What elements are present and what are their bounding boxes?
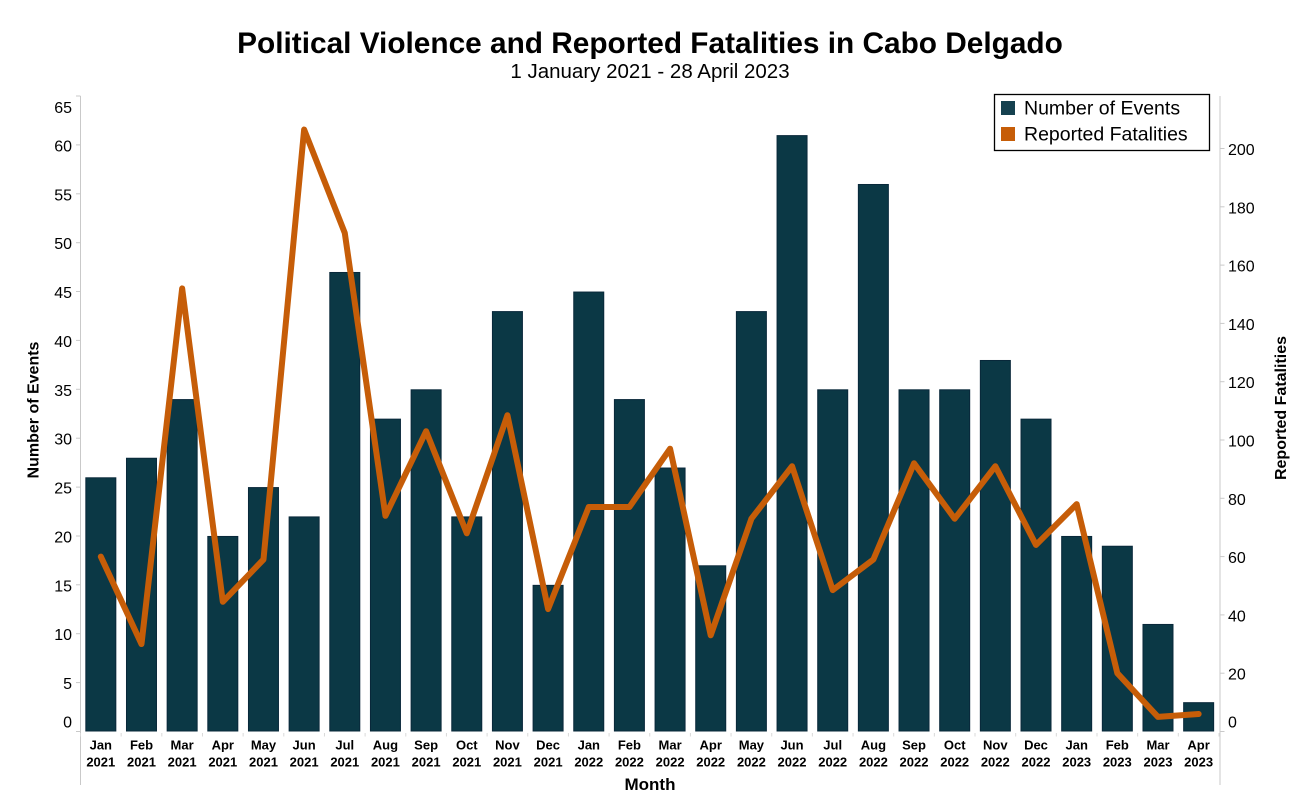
svg-text:2022: 2022 — [737, 755, 766, 770]
svg-text:Jun: Jun — [293, 738, 316, 753]
svg-text:Reported Fatalities: Reported Fatalities — [1273, 336, 1290, 480]
svg-text:Political Violence and Reporte: Political Violence and Reported Fataliti… — [237, 27, 1063, 60]
svg-text:2022: 2022 — [615, 755, 644, 770]
svg-text:Feb: Feb — [618, 738, 641, 753]
svg-text:160: 160 — [1228, 259, 1255, 276]
svg-text:15: 15 — [54, 578, 72, 595]
svg-text:Number of Events: Number of Events — [1024, 98, 1180, 120]
svg-text:Aug: Aug — [861, 738, 886, 753]
svg-text:40: 40 — [54, 334, 72, 351]
svg-text:2021: 2021 — [452, 755, 481, 770]
svg-text:Jul: Jul — [823, 738, 842, 753]
svg-text:25: 25 — [54, 481, 72, 498]
svg-text:0: 0 — [63, 715, 72, 732]
svg-text:65: 65 — [54, 100, 72, 117]
svg-text:20: 20 — [1228, 667, 1246, 684]
svg-text:50: 50 — [54, 236, 72, 253]
svg-text:1 January 2021 - 28 April 2023: 1 January 2021 - 28 April 2023 — [510, 60, 789, 83]
svg-text:2023: 2023 — [1062, 755, 1091, 770]
svg-text:2022: 2022 — [900, 755, 929, 770]
svg-text:Jan: Jan — [578, 738, 600, 753]
svg-text:60: 60 — [1228, 550, 1246, 567]
svg-text:2023: 2023 — [1184, 755, 1213, 770]
svg-text:2021: 2021 — [249, 755, 278, 770]
svg-text:Jul: Jul — [335, 738, 354, 753]
svg-text:30: 30 — [54, 432, 72, 449]
svg-text:Feb: Feb — [130, 738, 153, 753]
svg-text:60: 60 — [54, 138, 72, 155]
svg-text:2022: 2022 — [818, 755, 847, 770]
svg-text:Oct: Oct — [944, 738, 966, 753]
svg-text:2022: 2022 — [696, 755, 725, 770]
svg-text:Feb: Feb — [1106, 738, 1129, 753]
svg-text:5: 5 — [63, 676, 72, 693]
svg-text:Nov: Nov — [495, 738, 520, 753]
svg-text:120: 120 — [1228, 375, 1255, 392]
svg-text:2021: 2021 — [208, 755, 237, 770]
svg-text:2022: 2022 — [981, 755, 1010, 770]
svg-text:May: May — [251, 738, 277, 753]
svg-text:Sep: Sep — [902, 738, 926, 753]
svg-text:2023: 2023 — [1144, 755, 1173, 770]
svg-text:May: May — [739, 738, 765, 753]
svg-text:2021: 2021 — [493, 755, 522, 770]
svg-text:20: 20 — [54, 530, 72, 547]
svg-text:Number of Events: Number of Events — [26, 341, 43, 478]
svg-text:Dec: Dec — [536, 738, 560, 753]
svg-text:Apr: Apr — [1187, 738, 1209, 753]
svg-text:2021: 2021 — [86, 755, 115, 770]
svg-text:Sep: Sep — [414, 738, 438, 753]
svg-text:45: 45 — [54, 285, 72, 302]
svg-text:2022: 2022 — [940, 755, 969, 770]
svg-text:2022: 2022 — [1022, 755, 1051, 770]
svg-text:10: 10 — [54, 627, 72, 644]
svg-text:40: 40 — [1228, 608, 1246, 625]
svg-text:0: 0 — [1228, 715, 1237, 732]
svg-text:2022: 2022 — [778, 755, 807, 770]
svg-text:2022: 2022 — [656, 755, 685, 770]
svg-text:80: 80 — [1228, 492, 1246, 509]
svg-text:2021: 2021 — [371, 755, 400, 770]
svg-text:2022: 2022 — [859, 755, 888, 770]
svg-text:Nov: Nov — [983, 738, 1008, 753]
svg-text:Jun: Jun — [780, 738, 803, 753]
svg-text:55: 55 — [54, 187, 72, 204]
svg-text:Aug: Aug — [373, 738, 398, 753]
svg-text:2021: 2021 — [127, 755, 156, 770]
svg-text:Mar: Mar — [171, 738, 194, 753]
svg-text:Apr: Apr — [212, 738, 234, 753]
svg-text:2022: 2022 — [574, 755, 603, 770]
svg-text:2021: 2021 — [330, 755, 359, 770]
svg-text:35: 35 — [54, 383, 72, 400]
svg-text:Month: Month — [625, 775, 676, 794]
svg-text:Oct: Oct — [456, 738, 478, 753]
svg-text:Reported Fatalities: Reported Fatalities — [1024, 124, 1188, 146]
svg-text:180: 180 — [1228, 200, 1255, 217]
svg-text:200: 200 — [1228, 142, 1255, 159]
svg-text:Mar: Mar — [1146, 738, 1169, 753]
svg-text:Dec: Dec — [1024, 738, 1048, 753]
svg-text:2023: 2023 — [1103, 755, 1132, 770]
svg-text:100: 100 — [1228, 434, 1255, 451]
svg-text:2021: 2021 — [290, 755, 319, 770]
svg-text:Jan: Jan — [1065, 738, 1087, 753]
svg-text:Apr: Apr — [700, 738, 722, 753]
svg-text:140: 140 — [1228, 317, 1255, 334]
svg-text:Jan: Jan — [90, 738, 112, 753]
svg-text:2021: 2021 — [412, 755, 441, 770]
svg-text:Mar: Mar — [659, 738, 682, 753]
svg-text:2021: 2021 — [534, 755, 563, 770]
svg-text:2021: 2021 — [168, 755, 197, 770]
